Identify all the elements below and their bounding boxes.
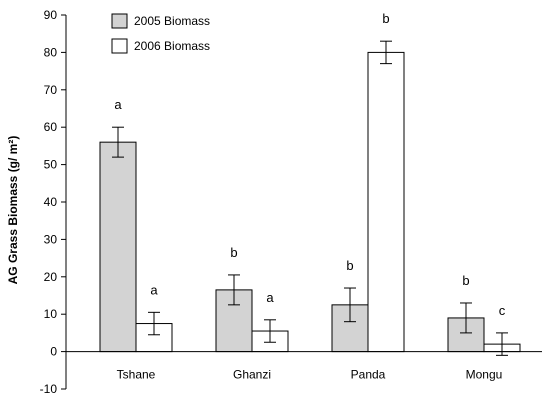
y-tick-label: 90 (44, 8, 58, 22)
significance-label: b (462, 273, 469, 288)
legend-item-2005: 2005 Biomass (111, 13, 210, 29)
y-axis-title: AG Grass Biomass (g/ m²) (6, 136, 20, 285)
category-label: Mongu (466, 368, 503, 382)
y-tick-label: 0 (50, 345, 57, 359)
significance-label: a (114, 97, 122, 112)
legend: 2005 Biomass 2006 Biomass (111, 13, 210, 54)
y-tick-label: 20 (44, 270, 58, 284)
legend-label: 2006 Biomass (134, 39, 210, 53)
y-tick-label: 40 (44, 195, 58, 209)
significance-label: a (150, 282, 158, 297)
y-tick-label: 10 (44, 307, 58, 321)
legend-swatch (111, 13, 128, 29)
significance-label: b (346, 258, 353, 273)
bar-group-mongu: bc (447, 273, 521, 356)
y-tick-label: 60 (44, 120, 58, 134)
bar-group-ghanzi: ba (215, 245, 289, 353)
legend-item-2006: 2006 Biomass (111, 38, 210, 54)
y-tick-label: 70 (44, 83, 58, 97)
y-tick-label: -10 (40, 382, 58, 396)
significance-label: b (230, 245, 237, 260)
bar-2005-tshane (99, 141, 137, 353)
y-axis: -10 0 10 20 30 40 50 60 70 80 90 (40, 8, 67, 396)
bar-group-tshane: aa (99, 97, 173, 353)
significance-label: a (266, 290, 274, 305)
category-label: Ghanzi (233, 368, 271, 382)
x-axis: Tshane Ghanzi Panda Mongu (66, 351, 542, 382)
significance-label: b (382, 11, 389, 26)
y-tick-label: 30 (44, 232, 58, 246)
category-label: Tshane (117, 368, 156, 382)
y-tick-label: 80 (44, 45, 58, 59)
bar-2006-panda (367, 51, 405, 353)
y-tick-label: 50 (44, 158, 58, 172)
significance-label: c (499, 303, 506, 318)
bar-group-panda: bb (331, 11, 405, 353)
legend-swatch (111, 38, 128, 54)
legend-label: 2005 Biomass (134, 14, 210, 28)
category-label: Panda (351, 368, 386, 382)
